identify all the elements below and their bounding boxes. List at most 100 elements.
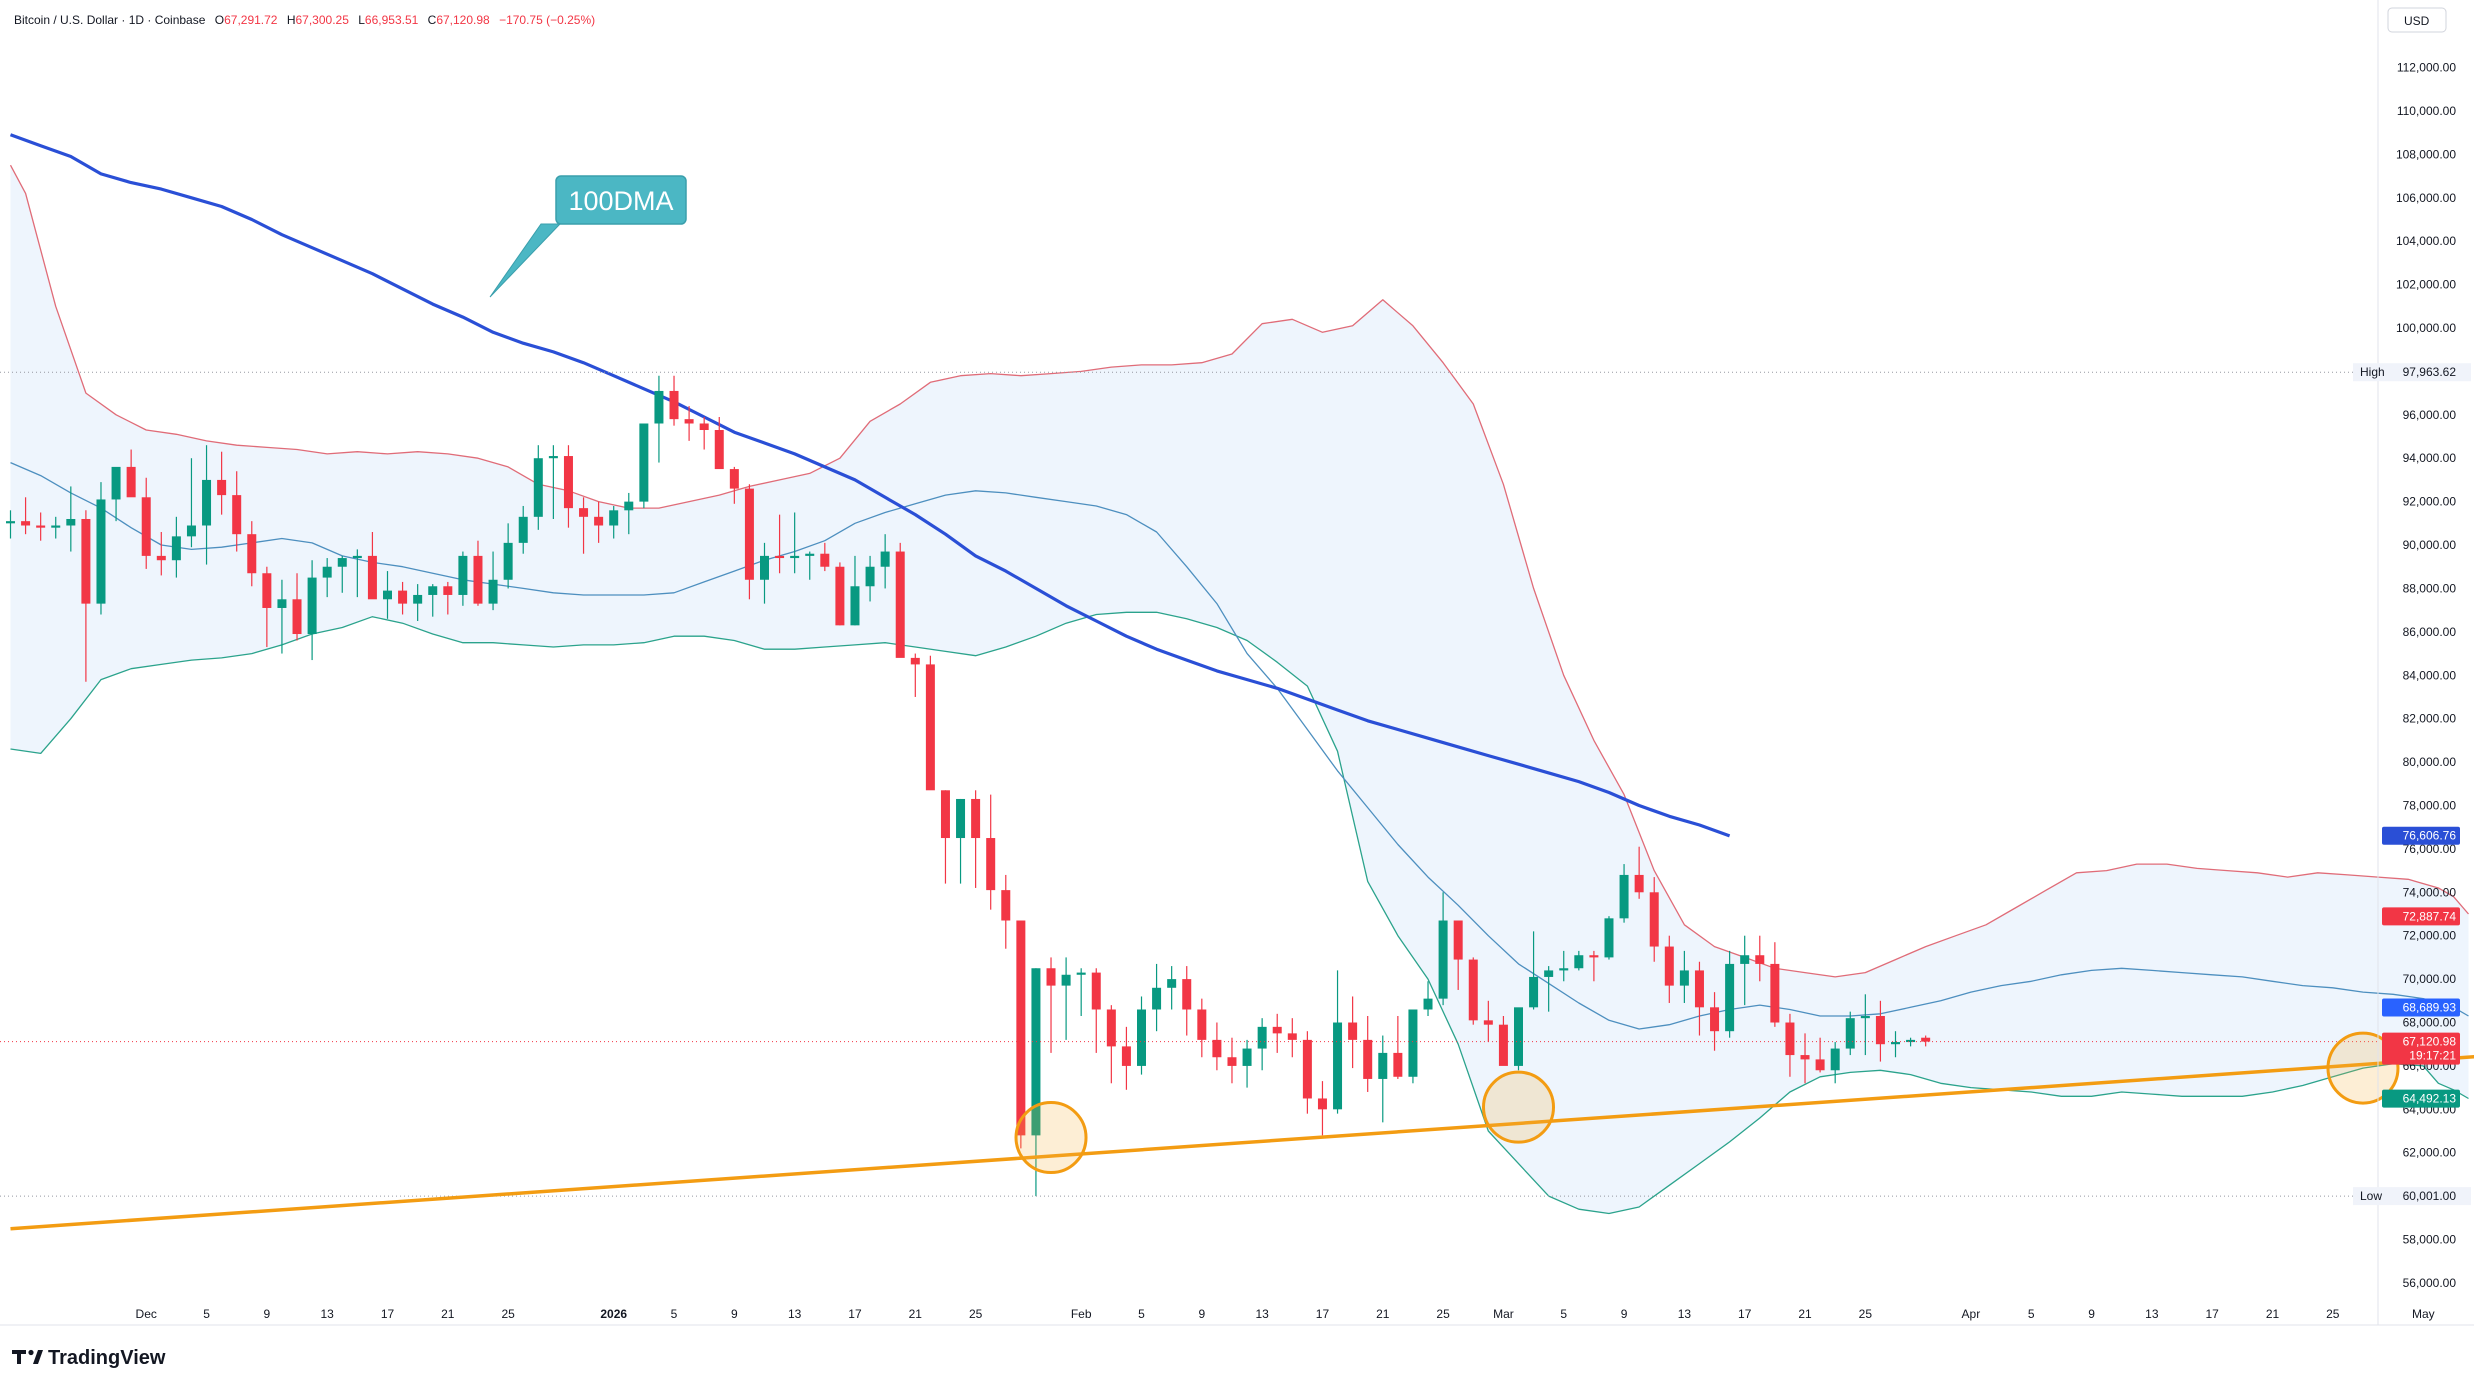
candle — [1619, 864, 1629, 923]
candle-body — [1619, 874, 1629, 919]
y-tick-label: 80,000.00 — [2403, 755, 2457, 769]
candle — [1785, 1013, 1795, 1077]
candle — [1891, 1031, 1900, 1058]
x-tick-label: 5 — [2028, 1307, 2035, 1321]
candle-body — [925, 664, 935, 791]
x-tick-label: 17 — [2206, 1307, 2220, 1321]
candle — [398, 581, 408, 615]
y-tick-label: 110,000.00 — [2397, 104, 2456, 118]
y-tick-label: 74,000.00 — [2403, 885, 2457, 899]
candle-body — [1906, 1039, 1916, 1043]
candle — [1302, 1031, 1312, 1114]
candle — [367, 532, 377, 600]
candle — [51, 516, 61, 539]
x-tick-label: 17 — [381, 1307, 395, 1321]
candle-body — [895, 551, 905, 658]
y-tick-label: 108,000.00 — [2396, 147, 2456, 161]
candle-body — [1725, 963, 1735, 1032]
candle-body — [1137, 1009, 1146, 1066]
price-tag: 68,689.93 — [2382, 998, 2460, 1017]
price-tag: 72,887.74 — [2382, 907, 2460, 926]
candle — [1483, 1000, 1493, 1043]
candle-body — [1016, 920, 1026, 1136]
candle-body — [66, 518, 76, 526]
candle-body — [1212, 1039, 1222, 1058]
candle — [1197, 998, 1207, 1058]
x-tick-label: 5 — [1560, 1307, 1567, 1321]
candle-body — [775, 555, 785, 559]
candle — [835, 562, 845, 626]
x-tick-label: 9 — [2088, 1307, 2095, 1321]
y-tick-label: 88,000.00 — [2403, 581, 2457, 595]
candle — [1559, 950, 1569, 982]
x-tick-label: Mar — [1493, 1307, 1514, 1321]
candle — [428, 584, 438, 617]
candle — [1438, 892, 1448, 1006]
chart-legend: Bitcoin / U.S. Dollar · 1D · Coinbase O6… — [14, 13, 595, 27]
overlay-layer — [0, 371, 2474, 1231]
x-tick-label: 5 — [203, 1307, 210, 1321]
candle — [1875, 1000, 1885, 1062]
candle — [277, 579, 287, 654]
candle — [1710, 992, 1720, 1051]
x-tick-label: 9 — [731, 1307, 738, 1321]
low-marker: Low 60,001.00 — [2353, 1187, 2471, 1206]
candle — [1061, 957, 1071, 1040]
candle — [1167, 966, 1177, 1010]
x-tick-label: 17 — [848, 1307, 862, 1321]
candle — [96, 482, 106, 615]
currency-label: USD — [2404, 14, 2430, 28]
symbol-title: Bitcoin / U.S. Dollar · 1D · Coinbase — [14, 13, 206, 27]
candle-body — [1800, 1055, 1810, 1060]
candle — [1860, 994, 1870, 1056]
candle-body — [1152, 987, 1162, 1010]
candle — [1046, 957, 1056, 1053]
candle-body — [1257, 1026, 1267, 1049]
candle-body — [1302, 1039, 1312, 1099]
candle — [1830, 1042, 1840, 1084]
candle — [940, 790, 950, 884]
candle — [217, 451, 227, 515]
candle-body — [262, 573, 272, 608]
candle — [1348, 996, 1358, 1069]
bollinger-band-layer — [10, 165, 2469, 1214]
x-tick-label: May — [2412, 1307, 2435, 1321]
close-label: C — [428, 13, 437, 27]
candle — [1634, 846, 1644, 899]
ma-callout[interactable]: 100DMA — [489, 175, 687, 298]
tradingview-logo[interactable]: TradingView — [12, 1347, 166, 1369]
x-tick-label: 9 — [1198, 1307, 1205, 1321]
candle-body — [6, 521, 15, 524]
x-tick-label: 9 — [264, 1307, 271, 1321]
candle — [594, 501, 604, 543]
x-tick-label: 25 — [1859, 1307, 1873, 1321]
candle-body — [548, 456, 558, 459]
candle — [1378, 1035, 1388, 1123]
x-tick-label: Feb — [1071, 1307, 1092, 1321]
support-trendline — [10, 1054, 2474, 1231]
candle-body — [1604, 918, 1614, 958]
candle — [171, 516, 181, 578]
candle — [1815, 1037, 1825, 1073]
x-tick-label: 5 — [671, 1307, 678, 1321]
candle-body — [322, 566, 332, 578]
candle-body — [1860, 1016, 1870, 1019]
candle-body — [1529, 976, 1539, 1008]
candle-body — [850, 586, 860, 626]
x-tick-label: 5 — [1138, 1307, 1145, 1321]
x-tick-label: 25 — [501, 1307, 515, 1321]
candle-body — [1498, 1024, 1508, 1066]
currency-button[interactable]: USD — [2387, 7, 2447, 33]
marker-value: 60,001.00 — [2403, 1189, 2457, 1203]
candle — [925, 655, 935, 791]
candle — [910, 653, 920, 697]
candle-body — [1076, 972, 1086, 975]
y-tick-label: 82,000.00 — [2403, 712, 2457, 726]
candle-body — [1815, 1059, 1825, 1071]
price-tag-background — [2382, 1032, 2460, 1065]
high-value: 67,300.25 — [296, 13, 350, 27]
candle — [1529, 931, 1539, 1010]
touch-point-circle — [2326, 1031, 2400, 1105]
candle-body — [503, 542, 513, 580]
